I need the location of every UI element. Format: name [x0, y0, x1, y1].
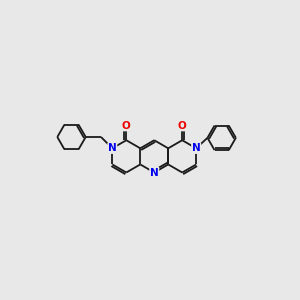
Text: N: N	[108, 143, 117, 153]
Text: O: O	[178, 121, 187, 131]
Text: N: N	[150, 167, 159, 178]
Text: N: N	[192, 143, 200, 153]
Text: O: O	[122, 121, 131, 131]
